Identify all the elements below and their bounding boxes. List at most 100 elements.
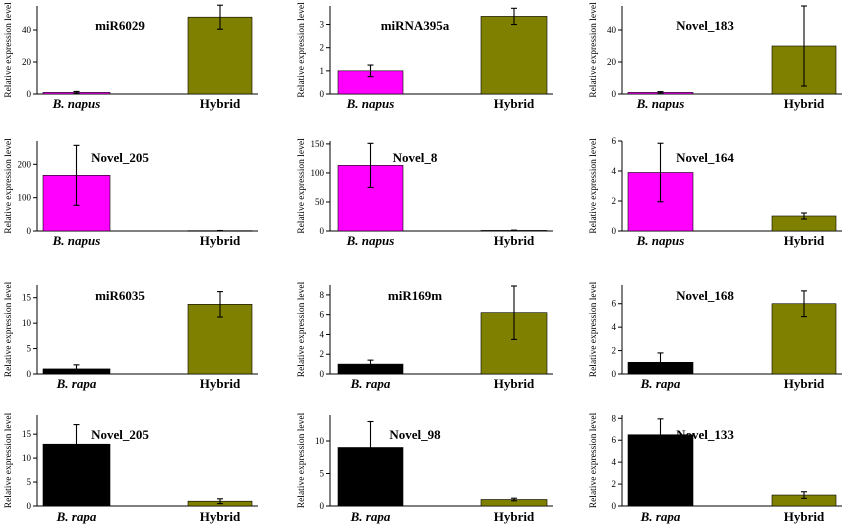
chart-panel: 0 20 40 Relative expression level B. napus Hy… <box>4 2 258 111</box>
category-label: B. rapa <box>640 376 681 391</box>
category-label: B. napus <box>346 96 395 111</box>
chart-panel: 0 50 100 150 Relative expression level B. nap… <box>297 138 553 248</box>
y-tick-label: 20 <box>607 57 617 67</box>
y-tick-label: 0 <box>320 501 325 511</box>
y-tick-label: 8 <box>612 413 617 423</box>
chart-panel: 0 100 200 Relative expression level B. napus… <box>4 138 258 248</box>
y-tick-label: 0 <box>612 501 617 511</box>
chart-panel: 0 5 10 Relative expression level B. rapa Hybr… <box>297 412 553 524</box>
y-tick-label: 6 <box>612 435 617 445</box>
y-tick-label: 0 <box>27 89 32 99</box>
y-axis-label: Relative expression level <box>4 412 14 508</box>
panel-title: Novel_168 <box>676 288 734 303</box>
category-label: B. rapa <box>350 376 391 391</box>
y-tick-label: 0 <box>27 226 32 236</box>
y-tick-label: 6 <box>320 310 325 320</box>
y-tick-label: 40 <box>607 25 617 35</box>
category-label: Hybrid <box>784 376 825 391</box>
panel-title: Novel_164 <box>676 150 734 165</box>
y-tick-label: 3 <box>320 20 325 30</box>
chart-panel: 0 20 40 Relative expression level B. napus Hy… <box>589 2 842 111</box>
y-tick-label: 100 <box>18 193 32 203</box>
y-axis-label: Relative expression level <box>297 412 307 508</box>
y-tick-label: 0 <box>320 369 325 379</box>
category-label: B. napus <box>636 96 685 111</box>
y-tick-label: 20 <box>22 57 32 67</box>
category-label: B. napus <box>52 233 101 248</box>
bar <box>187 16 253 95</box>
panel-title: miR169m <box>388 288 442 303</box>
y-axis-label: Relative expression level <box>297 2 307 98</box>
y-tick-label: 15 <box>22 293 32 303</box>
y-tick-label: 15 <box>22 429 32 439</box>
y-tick-label: 5 <box>27 477 32 487</box>
category-label: Hybrid <box>494 376 535 391</box>
category-label: B. rapa <box>640 509 681 524</box>
chart-panel: 0 2 4 6 8 Relative expression level B. rapa Hyb… <box>589 412 842 524</box>
y-axis-label: Relative expression level <box>4 281 14 377</box>
y-tick-label: 0 <box>612 89 617 99</box>
y-axis-label: Relative expression level <box>297 281 307 377</box>
panel-title: Novel_8 <box>393 150 438 165</box>
panel-title: Novel_98 <box>389 427 441 442</box>
category-label: Hybrid <box>200 376 241 391</box>
category-label: Hybrid <box>784 96 825 111</box>
panel-title: miR6035 <box>95 288 145 303</box>
y-tick-label: 4 <box>612 166 617 176</box>
panel-title: Novel_205 <box>91 150 149 165</box>
y-tick-label: 2 <box>612 196 617 206</box>
y-tick-label: 40 <box>22 25 32 35</box>
y-tick-label: 2 <box>320 43 325 53</box>
category-label: Hybrid <box>494 96 535 111</box>
category-label: Hybrid <box>784 233 825 248</box>
y-tick-label: 10 <box>22 453 32 463</box>
category-label: Hybrid <box>494 509 535 524</box>
panel-title: miR6029 <box>95 18 145 33</box>
category-label: Hybrid <box>494 233 535 248</box>
y-axis-label: Relative expression level <box>589 138 599 234</box>
category-label: B. napus <box>636 233 685 248</box>
chart-panel: 0 1 2 3 Relative expression level B. napus Hyb… <box>297 2 553 111</box>
y-tick-label: 4 <box>320 329 325 339</box>
y-tick-label: 4 <box>612 457 617 467</box>
y-tick-label: 0 <box>320 226 325 236</box>
chart-panel: 0 5 10 15 Relative expression level B. rapa Hy… <box>4 412 258 524</box>
y-tick-label: 6 <box>612 136 617 146</box>
chart-panel: 0 5 10 15 Relative expression level B. rapa Hy… <box>4 281 258 391</box>
y-tick-label: 10 <box>315 436 325 446</box>
y-tick-label: 1 <box>320 66 325 76</box>
y-tick-label: 6 <box>612 299 617 309</box>
chart-panel: 0 2 4 6 8 Relative expression level B. rapa Hyb… <box>297 281 553 391</box>
category-label: B. napus <box>52 96 101 111</box>
chart-panel: 0 2 4 6 Relative expression level B. rapa Hybr… <box>589 281 842 391</box>
y-tick-label: 0 <box>27 501 32 511</box>
panel-title: Novel_183 <box>676 18 734 33</box>
y-axis-label: Relative expression level <box>589 2 599 98</box>
y-axis-label: Relative expression level <box>589 281 599 377</box>
y-tick-label: 5 <box>320 469 325 479</box>
y-tick-label: 0 <box>320 89 325 99</box>
y-tick-label: 2 <box>612 346 617 356</box>
category-label: Hybrid <box>200 96 241 111</box>
y-axis-label: Relative expression level <box>4 138 14 234</box>
category-label: Hybrid <box>784 509 825 524</box>
y-axis-label: Relative expression level <box>4 2 14 98</box>
panel-title: Novel_133 <box>676 427 734 442</box>
panel-title: miRNA395a <box>381 18 450 33</box>
category-label: B. rapa <box>350 509 391 524</box>
y-tick-label: 2 <box>320 349 325 359</box>
y-tick-label: 8 <box>320 290 325 300</box>
y-tick-label: 2 <box>612 479 617 489</box>
category-label: B. rapa <box>56 376 97 391</box>
chart-panel: 0 2 4 6 Relative expression level B. napus Hyb… <box>589 136 842 248</box>
y-tick-label: 5 <box>27 344 32 354</box>
y-tick-label: 100 <box>311 168 325 178</box>
y-tick-label: 0 <box>27 369 32 379</box>
bar <box>480 16 548 95</box>
y-tick-label: 0 <box>612 226 617 236</box>
panel-title: Novel_205 <box>91 427 149 442</box>
y-tick-label: 0 <box>612 369 617 379</box>
y-tick-label: 150 <box>311 139 325 149</box>
y-tick-label: 10 <box>22 318 32 328</box>
